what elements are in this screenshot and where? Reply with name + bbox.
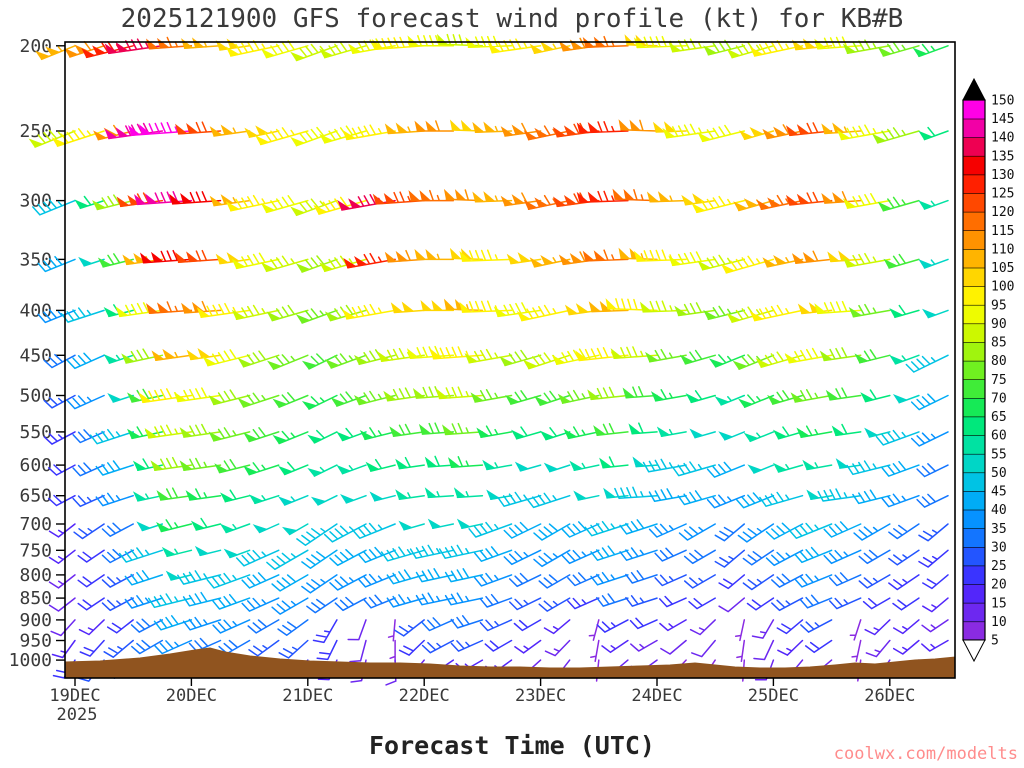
svg-text:21DEC: 21DEC [282, 686, 333, 706]
svg-text:90: 90 [991, 317, 1007, 332]
svg-text:2025: 2025 [57, 705, 98, 725]
svg-text:5: 5 [991, 634, 999, 649]
x-axis-title: Forecast Time (UTC) [369, 731, 655, 760]
svg-text:300: 300 [19, 191, 52, 212]
svg-text:200: 200 [19, 36, 52, 57]
svg-text:400: 400 [19, 300, 52, 321]
svg-text:120: 120 [991, 205, 1014, 220]
svg-text:65: 65 [991, 410, 1007, 425]
svg-text:19DEC: 19DEC [49, 686, 100, 706]
svg-text:140: 140 [991, 131, 1014, 146]
svg-text:40: 40 [991, 503, 1007, 518]
svg-text:550: 550 [19, 422, 52, 443]
svg-text:900: 900 [19, 610, 52, 631]
svg-text:105: 105 [991, 261, 1014, 276]
svg-text:25: 25 [991, 559, 1007, 574]
svg-text:45: 45 [991, 485, 1007, 500]
svg-text:125: 125 [991, 187, 1014, 202]
svg-text:700: 700 [19, 514, 52, 535]
svg-text:130: 130 [991, 168, 1014, 183]
svg-text:20DEC: 20DEC [166, 686, 217, 706]
svg-text:500: 500 [19, 386, 52, 407]
svg-text:15: 15 [991, 596, 1007, 611]
svg-text:10: 10 [991, 615, 1007, 630]
svg-text:24DEC: 24DEC [631, 686, 682, 706]
svg-text:22DEC: 22DEC [399, 686, 450, 706]
svg-text:650: 650 [19, 486, 52, 507]
svg-text:20: 20 [991, 578, 1007, 593]
svg-text:750: 750 [19, 540, 52, 561]
svg-text:75: 75 [991, 373, 1007, 388]
svg-text:30: 30 [991, 540, 1007, 555]
svg-text:950: 950 [19, 631, 52, 652]
svg-text:450: 450 [19, 345, 52, 366]
svg-text:250: 250 [19, 121, 52, 142]
svg-text:25DEC: 25DEC [748, 686, 799, 706]
svg-text:35: 35 [991, 522, 1007, 537]
svg-text:145: 145 [991, 112, 1014, 127]
svg-text:1000: 1000 [9, 650, 52, 671]
svg-text:26DEC: 26DEC [864, 686, 915, 706]
svg-text:115: 115 [991, 224, 1014, 239]
svg-text:100: 100 [991, 280, 1014, 295]
svg-text:50: 50 [991, 466, 1007, 481]
svg-text:150: 150 [991, 94, 1014, 109]
svg-text:23DEC: 23DEC [515, 686, 566, 706]
svg-text:600: 600 [19, 455, 52, 476]
svg-text:60: 60 [991, 429, 1007, 444]
svg-text:135: 135 [991, 149, 1014, 164]
svg-text:850: 850 [19, 588, 52, 609]
svg-text:800: 800 [19, 565, 52, 586]
svg-text:80: 80 [991, 354, 1007, 369]
svg-text:350: 350 [19, 249, 52, 270]
watermark-link[interactable]: coolwx.com/modelts [833, 744, 1018, 764]
svg-text:95: 95 [991, 298, 1007, 313]
svg-text:110: 110 [991, 243, 1014, 258]
svg-text:85: 85 [991, 336, 1007, 351]
svg-text:55: 55 [991, 447, 1007, 462]
svg-text:70: 70 [991, 391, 1007, 406]
chart-title: 2025121900 GFS forecast wind profile (kt… [120, 4, 904, 34]
